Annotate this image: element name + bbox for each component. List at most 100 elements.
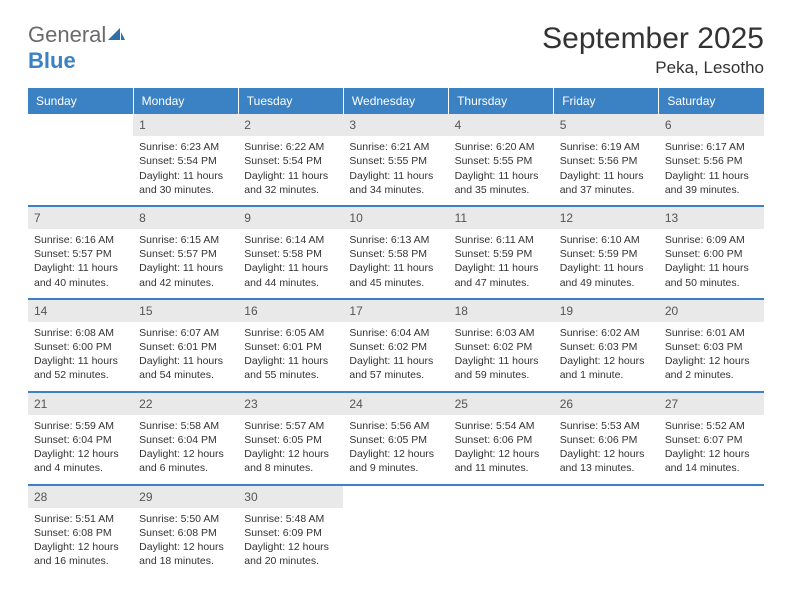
day-number: 27 [659, 393, 764, 415]
calendar-day-cell: 26Sunrise: 5:53 AMSunset: 6:06 PMDayligh… [554, 392, 659, 485]
daylight-text: Daylight: 11 hours and 39 minutes. [665, 169, 758, 197]
sunset-text: Sunset: 5:54 PM [244, 154, 337, 168]
sunrise-text: Sunrise: 6:14 AM [244, 233, 337, 247]
sunset-text: Sunset: 6:09 PM [244, 526, 337, 540]
sunrise-text: Sunrise: 6:01 AM [665, 326, 758, 340]
daylight-text: Daylight: 11 hours and 35 minutes. [455, 169, 548, 197]
calendar-week-row: 1Sunrise: 6:23 AMSunset: 5:54 PMDaylight… [28, 114, 764, 206]
day-number: 12 [554, 207, 659, 229]
sunset-text: Sunset: 5:56 PM [560, 154, 653, 168]
daylight-text: Daylight: 11 hours and 59 minutes. [455, 354, 548, 382]
daylight-text: Daylight: 11 hours and 57 minutes. [349, 354, 442, 382]
sunset-text: Sunset: 6:02 PM [349, 340, 442, 354]
daylight-text: Daylight: 11 hours and 40 minutes. [34, 261, 127, 289]
sunrise-text: Sunrise: 6:23 AM [139, 140, 232, 154]
sunrise-text: Sunrise: 5:58 AM [139, 419, 232, 433]
daylight-text: Daylight: 12 hours and 18 minutes. [139, 540, 232, 568]
calendar-day-cell: 16Sunrise: 6:05 AMSunset: 6:01 PMDayligh… [238, 299, 343, 392]
sunrise-text: Sunrise: 6:15 AM [139, 233, 232, 247]
daylight-text: Daylight: 12 hours and 4 minutes. [34, 447, 127, 475]
sunset-text: Sunset: 5:59 PM [560, 247, 653, 261]
daylight-text: Daylight: 11 hours and 32 minutes. [244, 169, 337, 197]
calendar-day-cell: 9Sunrise: 6:14 AMSunset: 5:58 PMDaylight… [238, 206, 343, 299]
calendar-table: Sunday Monday Tuesday Wednesday Thursday… [28, 88, 764, 576]
calendar-day-cell: 5Sunrise: 6:19 AMSunset: 5:56 PMDaylight… [554, 114, 659, 206]
sunset-text: Sunset: 6:00 PM [34, 340, 127, 354]
sunrise-text: Sunrise: 6:21 AM [349, 140, 442, 154]
sunrise-text: Sunrise: 5:57 AM [244, 419, 337, 433]
calendar-day-cell [343, 485, 448, 577]
daylight-text: Daylight: 12 hours and 11 minutes. [455, 447, 548, 475]
sunrise-text: Sunrise: 6:20 AM [455, 140, 548, 154]
day-number: 15 [133, 300, 238, 322]
daylight-text: Daylight: 11 hours and 54 minutes. [139, 354, 232, 382]
sunset-text: Sunset: 6:01 PM [139, 340, 232, 354]
day-number: 26 [554, 393, 659, 415]
calendar-day-cell: 1Sunrise: 6:23 AMSunset: 5:54 PMDaylight… [133, 114, 238, 206]
calendar-day-cell [28, 114, 133, 206]
sail-icon [106, 26, 126, 42]
daylight-text: Daylight: 12 hours and 2 minutes. [665, 354, 758, 382]
calendar-day-cell: 10Sunrise: 6:13 AMSunset: 5:58 PMDayligh… [343, 206, 448, 299]
dow-friday: Friday [554, 88, 659, 114]
calendar-day-cell: 20Sunrise: 6:01 AMSunset: 6:03 PMDayligh… [659, 299, 764, 392]
calendar-day-cell: 7Sunrise: 6:16 AMSunset: 5:57 PMDaylight… [28, 206, 133, 299]
dow-wednesday: Wednesday [343, 88, 448, 114]
day-number: 7 [28, 207, 133, 229]
dow-tuesday: Tuesday [238, 88, 343, 114]
sunrise-text: Sunrise: 6:11 AM [455, 233, 548, 247]
sunset-text: Sunset: 5:54 PM [139, 154, 232, 168]
day-number: 6 [659, 114, 764, 136]
day-number: 8 [133, 207, 238, 229]
sunrise-text: Sunrise: 6:02 AM [560, 326, 653, 340]
calendar-day-cell: 4Sunrise: 6:20 AMSunset: 5:55 PMDaylight… [449, 114, 554, 206]
sunrise-text: Sunrise: 6:13 AM [349, 233, 442, 247]
calendar-day-cell: 12Sunrise: 6:10 AMSunset: 5:59 PMDayligh… [554, 206, 659, 299]
daylight-text: Daylight: 12 hours and 14 minutes. [665, 447, 758, 475]
day-number: 11 [449, 207, 554, 229]
daylight-text: Daylight: 12 hours and 8 minutes. [244, 447, 337, 475]
sunrise-text: Sunrise: 6:16 AM [34, 233, 127, 247]
sunrise-text: Sunrise: 6:07 AM [139, 326, 232, 340]
calendar-day-cell: 18Sunrise: 6:03 AMSunset: 6:02 PMDayligh… [449, 299, 554, 392]
sunrise-text: Sunrise: 5:56 AM [349, 419, 442, 433]
sunset-text: Sunset: 6:01 PM [244, 340, 337, 354]
sunrise-text: Sunrise: 6:08 AM [34, 326, 127, 340]
daylight-text: Daylight: 11 hours and 42 minutes. [139, 261, 232, 289]
logo-text-1: General [28, 22, 106, 47]
calendar-day-cell: 6Sunrise: 6:17 AMSunset: 5:56 PMDaylight… [659, 114, 764, 206]
calendar-day-cell [659, 485, 764, 577]
sunrise-text: Sunrise: 5:52 AM [665, 419, 758, 433]
sunset-text: Sunset: 5:58 PM [244, 247, 337, 261]
daylight-text: Daylight: 11 hours and 49 minutes. [560, 261, 653, 289]
day-number: 16 [238, 300, 343, 322]
dow-saturday: Saturday [659, 88, 764, 114]
daylight-text: Daylight: 11 hours and 52 minutes. [34, 354, 127, 382]
sunset-text: Sunset: 6:00 PM [665, 247, 758, 261]
day-number: 20 [659, 300, 764, 322]
sunrise-text: Sunrise: 5:59 AM [34, 419, 127, 433]
day-number: 19 [554, 300, 659, 322]
day-number: 4 [449, 114, 554, 136]
calendar-day-cell [554, 485, 659, 577]
daylight-text: Daylight: 11 hours and 37 minutes. [560, 169, 653, 197]
day-number: 28 [28, 486, 133, 508]
day-number: 24 [343, 393, 448, 415]
calendar-day-cell: 28Sunrise: 5:51 AMSunset: 6:08 PMDayligh… [28, 485, 133, 577]
daylight-text: Daylight: 11 hours and 47 minutes. [455, 261, 548, 289]
daylight-text: Daylight: 11 hours and 55 minutes. [244, 354, 337, 382]
day-number: 14 [28, 300, 133, 322]
sunset-text: Sunset: 6:05 PM [349, 433, 442, 447]
sunrise-text: Sunrise: 6:17 AM [665, 140, 758, 154]
sunrise-text: Sunrise: 6:03 AM [455, 326, 548, 340]
day-number: 23 [238, 393, 343, 415]
title-block: September 2025 Peka, Lesotho [542, 22, 764, 78]
dow-header-row: Sunday Monday Tuesday Wednesday Thursday… [28, 88, 764, 114]
day-number: 10 [343, 207, 448, 229]
sunset-text: Sunset: 6:06 PM [560, 433, 653, 447]
sunrise-text: Sunrise: 6:19 AM [560, 140, 653, 154]
daylight-text: Daylight: 11 hours and 34 minutes. [349, 169, 442, 197]
daylight-text: Daylight: 11 hours and 50 minutes. [665, 261, 758, 289]
sunset-text: Sunset: 5:57 PM [139, 247, 232, 261]
sunrise-text: Sunrise: 5:50 AM [139, 512, 232, 526]
